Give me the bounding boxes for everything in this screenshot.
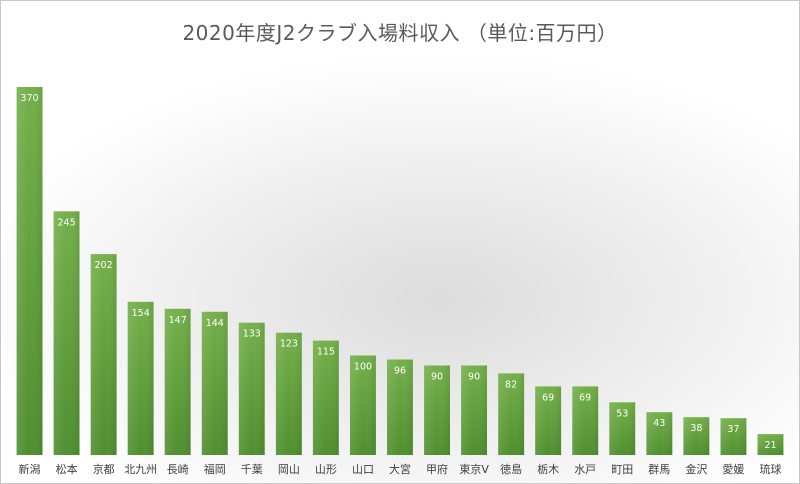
category-label-山形: 山形: [315, 463, 337, 476]
bar-shine-千葉: [238, 322, 265, 455]
category-label-甲府: 甲府: [426, 462, 448, 476]
value-label-水戸: 69: [579, 392, 591, 403]
bar-shine-松本: [53, 211, 80, 455]
bar-shine-徳島: [498, 373, 525, 455]
value-label-京都: 202: [95, 260, 113, 271]
bar-shine-栃木: [535, 386, 562, 455]
value-labels-group: 370 245 202 154 147 144 133 123 115 100 96 90 90 82 69…: [20, 93, 776, 451]
category-label-岡山: 岡山: [278, 463, 300, 476]
value-label-山形: 115: [317, 347, 335, 358]
value-label-栃木: 69: [542, 392, 554, 403]
bars-group: [16, 87, 784, 455]
category-label-群馬: 群馬: [648, 462, 670, 476]
category-label-水戸: 水戸: [574, 463, 596, 476]
bar-shine-大宮: [387, 359, 413, 455]
category-label-徳島: 徳島: [500, 462, 522, 476]
bar-shine-東京V: [461, 365, 487, 455]
value-label-福岡: 144: [206, 318, 224, 329]
value-label-岡山: 123: [280, 339, 298, 350]
category-label-京都: 京都: [93, 462, 115, 476]
value-label-金沢: 38: [690, 423, 702, 434]
value-label-松本: 245: [58, 217, 76, 228]
value-label-群馬: 43: [653, 418, 665, 429]
bar-shine-金沢: [683, 417, 710, 455]
bar-shine-甲府: [424, 365, 450, 455]
bar-shine-山形: [312, 340, 339, 455]
value-label-愛媛: 37: [727, 424, 739, 435]
bar-shine-琉球: [757, 434, 784, 455]
category-label-琉球: 琉球: [760, 462, 782, 476]
value-label-甲府: 90: [431, 372, 443, 383]
category-label-松本: 松本: [56, 462, 78, 476]
category-label-金沢: 金沢: [685, 462, 707, 476]
category-label-北九州: 北九州: [124, 463, 157, 476]
value-label-琉球: 21: [764, 440, 776, 451]
bar-shine-山口: [350, 355, 376, 455]
value-label-北九州: 154: [132, 308, 150, 319]
value-label-新潟: 370: [20, 93, 38, 104]
bar-shine-岡山: [275, 332, 302, 455]
value-label-長崎: 147: [169, 315, 187, 326]
bar-shine-福岡: [201, 311, 228, 455]
category-label-山口: 山口: [352, 463, 374, 476]
category-label-東京V: 東京V: [459, 462, 489, 476]
category-label-町田: 町田: [611, 463, 633, 476]
chart-title: 2020年度J2クラブ入場料収入 （単位:百万円）: [182, 21, 618, 45]
value-label-徳島: 82: [505, 379, 517, 390]
value-label-千葉: 133: [243, 329, 261, 340]
value-label-東京V: 90: [468, 372, 480, 383]
value-label-山口: 100: [354, 362, 372, 373]
bar-shine-町田: [609, 402, 636, 455]
bar-shine-京都: [90, 254, 117, 455]
category-label-新潟: 新潟: [19, 462, 41, 476]
bar-shine-北九州: [127, 301, 154, 455]
bar-shine-群馬: [646, 412, 673, 455]
category-label-栃木: 栃木: [537, 462, 559, 476]
category-label-千葉: 千葉: [241, 462, 263, 476]
value-label-町田: 53: [616, 408, 628, 419]
category-label-長崎: 長崎: [167, 462, 189, 476]
bar-shine-新潟: [16, 87, 43, 455]
category-labels-group: 新潟 松本 京都 北九州 長崎 福岡 千葉 岡山 山形 山口 大宮 甲府 東京V 徳島 栃木 水戸 町田 群馬 金沢…: [19, 462, 782, 476]
category-label-福岡: 福岡: [204, 462, 226, 476]
bar-shine-愛媛: [720, 418, 747, 455]
value-label-大宮: 96: [394, 366, 406, 377]
category-label-大宮: 大宮: [389, 462, 411, 476]
category-label-愛媛: 愛媛: [722, 462, 744, 476]
bar-shine-水戸: [572, 386, 599, 455]
bar-shine-長崎: [164, 308, 191, 455]
